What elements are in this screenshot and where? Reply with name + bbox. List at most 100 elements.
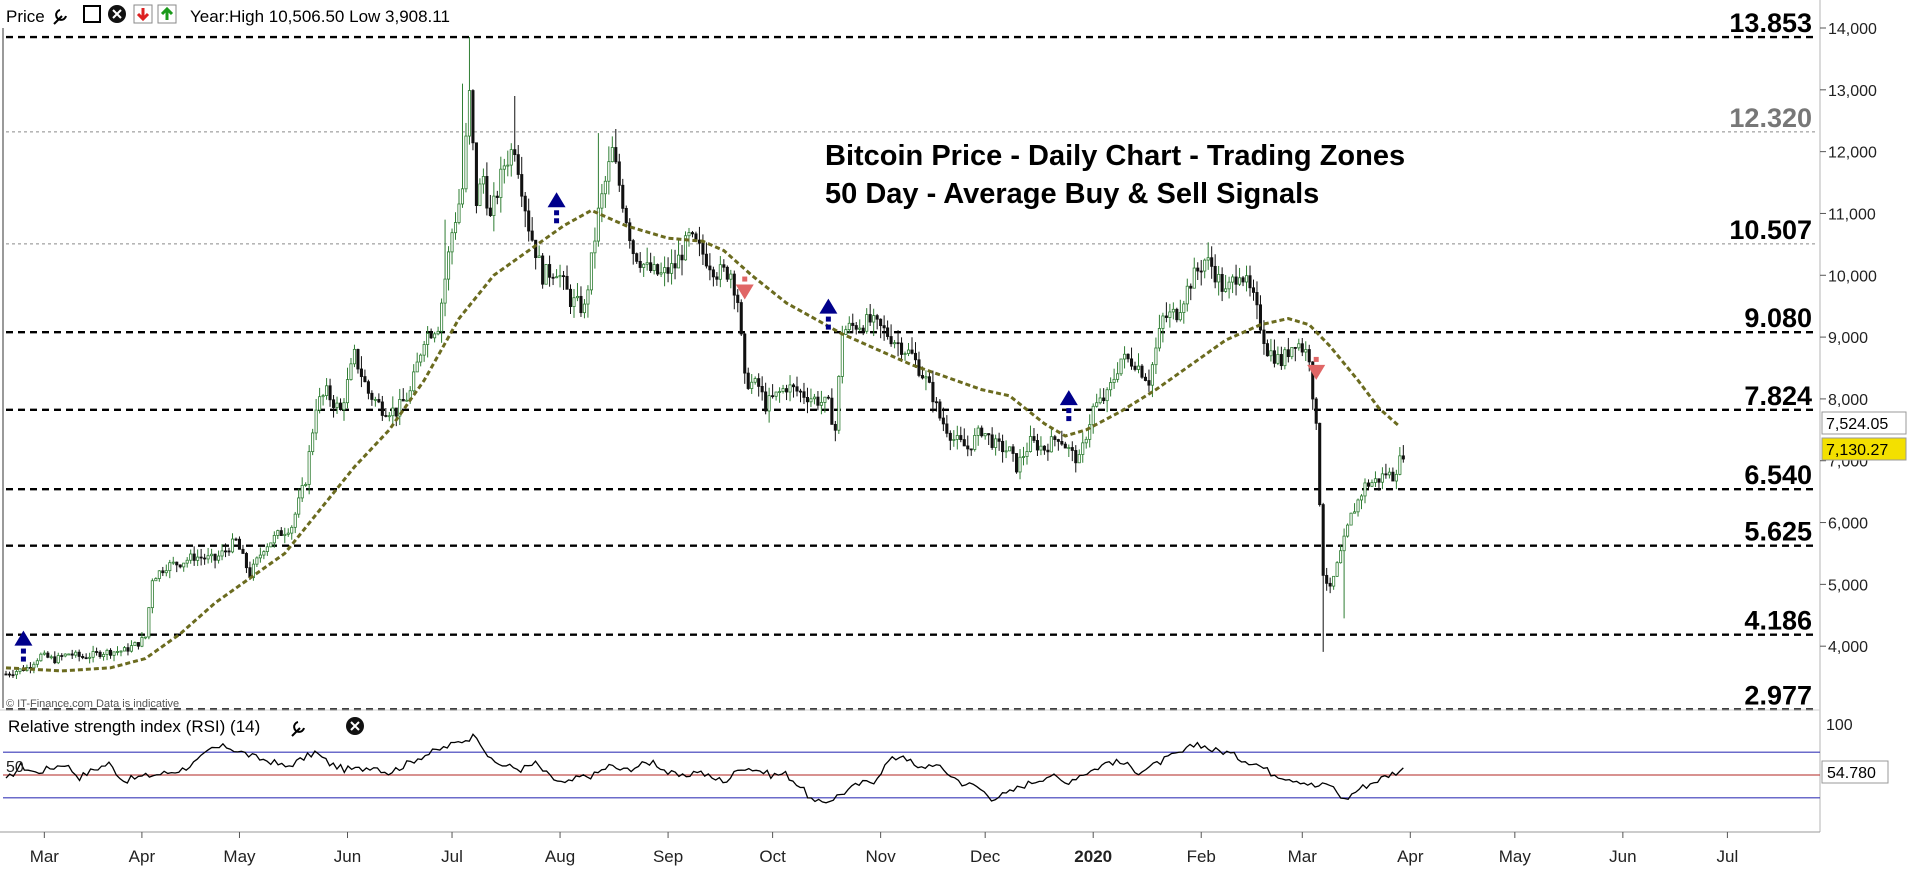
candle-body (1109, 382, 1113, 391)
candle-body (589, 252, 593, 291)
candle-body (304, 484, 308, 486)
candle-body (1297, 343, 1301, 349)
candle-body (530, 230, 534, 241)
candle-body (1126, 353, 1130, 360)
candle-body (495, 195, 499, 198)
candle-body (499, 168, 503, 198)
candle-body (1325, 574, 1329, 584)
candle-body (67, 653, 71, 656)
candle-body (1339, 550, 1343, 564)
candle-body (1279, 354, 1283, 367)
candle-body (471, 90, 475, 144)
candle-body (377, 399, 381, 403)
candle-body (1150, 364, 1154, 386)
y-tick-label: 11,000 (1828, 206, 1876, 223)
candle-body (980, 427, 984, 437)
zone-label: 9.080 (1744, 303, 1812, 333)
candle-body (607, 161, 611, 182)
candle-body (903, 353, 907, 355)
candle-body (1112, 378, 1116, 383)
candle-body (1140, 365, 1144, 378)
x-tick-label: Sep (653, 847, 683, 866)
candle-body (1304, 349, 1308, 353)
candle-body (1373, 478, 1377, 483)
candle-body (1231, 276, 1235, 283)
candle-body (443, 278, 447, 304)
candle-body (1234, 276, 1238, 285)
candle-body (314, 409, 318, 434)
candle-body (690, 232, 695, 235)
candle-body (332, 399, 336, 408)
candle-body (1091, 405, 1095, 426)
candle-body (1241, 277, 1245, 283)
candle-body (1346, 524, 1350, 537)
move-down-icon[interactable] (133, 4, 153, 24)
candle-body (819, 402, 823, 406)
candle-body (1398, 455, 1402, 475)
candle-body (534, 239, 538, 259)
candle-body (920, 375, 924, 379)
candle-body (924, 376, 928, 379)
candle-body (60, 655, 64, 657)
candle-body (4, 673, 8, 676)
candle-body (816, 396, 820, 406)
candle-body (391, 407, 395, 417)
candle-body (718, 264, 722, 280)
candle-body (1318, 422, 1322, 506)
maximize-icon[interactable] (83, 5, 101, 23)
candle-body (568, 288, 573, 307)
candle-body (467, 90, 471, 137)
rsi-line (5, 733, 1404, 804)
candle-body (129, 645, 133, 652)
candle-body (851, 322, 855, 326)
candle-body (227, 550, 231, 553)
candle-body (1143, 376, 1148, 381)
candle-body (548, 264, 552, 278)
candle-body (1088, 424, 1092, 440)
x-tick-label: Oct (759, 847, 786, 866)
candle-body (49, 656, 53, 659)
candle-body (1363, 482, 1367, 497)
candle-body (882, 325, 886, 329)
candle-body (230, 538, 235, 553)
close-icon[interactable] (108, 5, 126, 23)
candle-body (112, 651, 116, 656)
candle-body (122, 647, 127, 652)
candle-body (234, 538, 238, 541)
chart-title: Bitcoin Price - Daily Chart - Trading Zo… (825, 140, 1405, 172)
candle-body (419, 354, 423, 363)
x-tick-label: Jul (441, 847, 463, 866)
candle-body (913, 352, 918, 361)
candle-body (579, 295, 583, 314)
candle-body (812, 396, 816, 400)
zone-label: 6.540 (1744, 460, 1812, 490)
settings-icon[interactable] (53, 9, 67, 25)
candle-body (1401, 455, 1405, 460)
candle-body (516, 154, 520, 175)
candle-body (551, 276, 555, 279)
candle-body (95, 651, 99, 653)
candle-body (1262, 329, 1266, 345)
candle-body (917, 359, 921, 376)
candle-body (401, 399, 405, 402)
zone-label: 5.625 (1744, 517, 1812, 547)
candle-body (1008, 446, 1012, 452)
candle-body (798, 390, 803, 393)
candle-body (994, 438, 998, 448)
candle-body (541, 255, 545, 285)
candle-body (635, 253, 639, 262)
candle-body (182, 562, 186, 568)
rsi-settings-icon[interactable] (291, 721, 305, 737)
candle-body (237, 538, 242, 550)
candle-body (1199, 270, 1203, 273)
price-y-axis: 14,000 13,000 12,000 11,000 10,000 9,000 8,000… (1820, 21, 1877, 656)
candle-body (70, 653, 74, 656)
candle-body (133, 642, 137, 647)
zone-label: 10.507 (1729, 215, 1812, 245)
zone-label: 2.977 (1744, 680, 1812, 710)
rsi-close-icon[interactable] (346, 717, 364, 735)
candle-body (1039, 445, 1043, 451)
candle-body (781, 388, 785, 392)
move-up-icon[interactable] (157, 4, 177, 24)
candle-body (791, 384, 796, 388)
